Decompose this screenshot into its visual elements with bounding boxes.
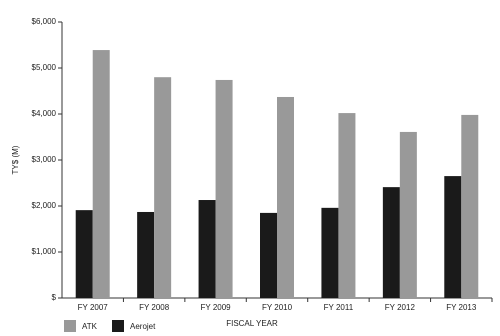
y-tick-label: $ <box>52 293 57 302</box>
y-tick-label: $1,000 <box>32 247 57 256</box>
x-tick-label: FY 2007 <box>78 303 109 312</box>
legend-label: Aerojet <box>130 322 156 331</box>
bar <box>75 210 93 298</box>
x-tick-label: FY 2008 <box>139 303 170 312</box>
y-tick-label: $5,000 <box>32 63 57 72</box>
x-tick-label: FY 2011 <box>324 303 354 312</box>
legend-label: ATK <box>82 322 98 331</box>
x-tick-label: FY 2010 <box>262 303 293 312</box>
y-tick-label: $6,000 <box>32 17 57 26</box>
bar <box>198 200 216 298</box>
bar <box>338 113 356 298</box>
x-tick-label: FY 2009 <box>201 303 232 312</box>
bar <box>382 187 400 298</box>
bar <box>444 176 462 298</box>
y-axis-label: TY$ (M) <box>11 145 20 174</box>
legend-swatch <box>64 320 76 332</box>
x-tick-label: FY 2013 <box>446 303 477 312</box>
bar <box>260 212 277 298</box>
bar <box>154 77 172 298</box>
bar <box>137 211 155 298</box>
legend-swatch <box>112 320 124 332</box>
bar <box>215 79 233 299</box>
y-tick-label: $4,000 <box>32 109 57 118</box>
x-tick-label: FY 2012 <box>385 303 416 312</box>
x-axis-label: FISCAL YEAR <box>226 319 278 328</box>
y-tick-label: $2,000 <box>32 201 57 210</box>
bar <box>92 50 110 299</box>
bar <box>399 131 417 298</box>
bar <box>277 96 294 298</box>
bar <box>461 114 479 298</box>
bar <box>321 207 339 298</box>
y-tick-label: $3,000 <box>32 155 57 164</box>
